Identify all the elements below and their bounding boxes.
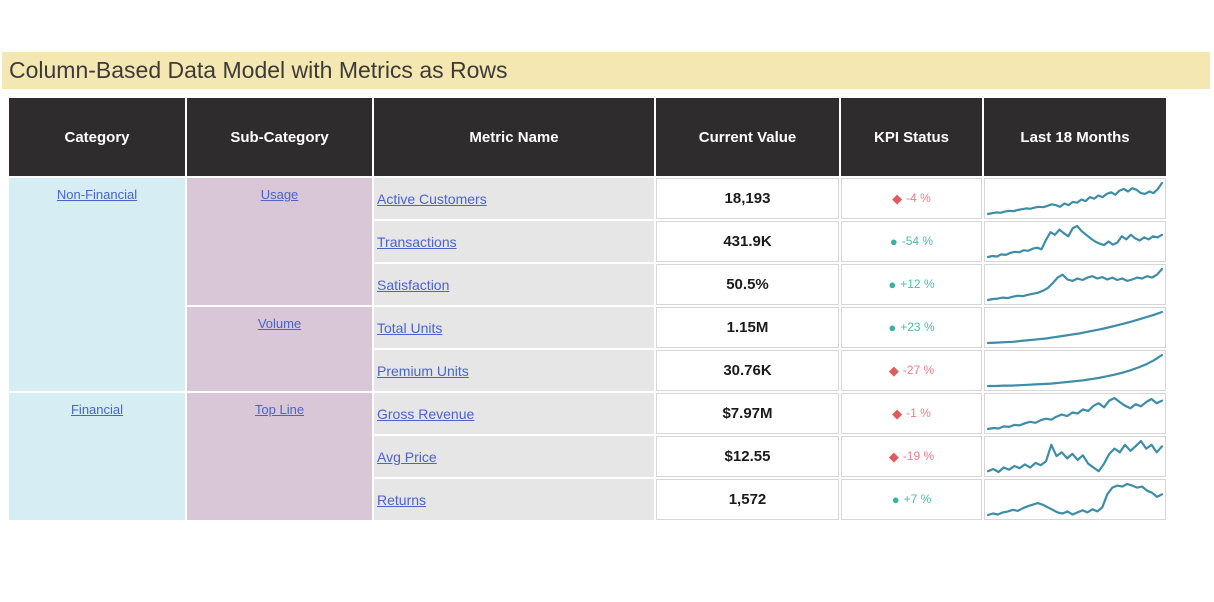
kpi-delta-label: -4 % <box>906 190 931 205</box>
sparkline-cell <box>984 393 1166 434</box>
column-header-current-value[interactable]: Current Value <box>656 98 839 176</box>
sparkline-cell <box>984 178 1166 219</box>
sparkline-cell <box>984 350 1166 391</box>
column-header-kpi-status[interactable]: KPI Status <box>841 98 982 176</box>
matrix-visual: Category Sub-Category Metric Name Curren… <box>7 96 1168 522</box>
sparkline-premium-units <box>986 353 1164 388</box>
subcategory-link-volume[interactable]: Volume <box>257 316 302 331</box>
subcategory-cell-usage: Usage <box>187 178 372 305</box>
kpi-delta-label: -27 % <box>902 362 935 377</box>
category-link-financial[interactable]: Financial <box>70 402 124 417</box>
kpi-status-cell: ● +23 % <box>841 307 982 348</box>
table-row: Premium Units 30.76K ◆ -27 % <box>9 350 1166 391</box>
subcategory-link-top-line[interactable]: Top Line <box>254 402 305 417</box>
metric-cell: Active Customers <box>374 178 654 219</box>
metric-link-satisfaction[interactable]: Satisfaction <box>377 276 450 293</box>
kpi-status-cell: ◆ -1 % <box>841 393 982 434</box>
visual-title: Column-Based Data Model with Metrics as … <box>9 57 508 83</box>
column-header-metric-name[interactable]: Metric Name <box>374 98 654 176</box>
kpi-status-cell: ● +7 % <box>841 479 982 520</box>
sparkline-cell <box>984 221 1166 262</box>
kpi-status-cell: ◆ -4 % <box>841 178 982 219</box>
table-row: Non-Financial Usage Active Customers 18,… <box>9 178 1166 391</box>
value-cell: $7.97M <box>656 393 839 434</box>
kpi-diamond-icon: ◆ <box>892 190 903 206</box>
kpi-diamond-icon: ◆ <box>888 362 899 378</box>
value-cell: 50.5% <box>656 264 839 305</box>
kpi-status-cell: ● +12 % <box>841 264 982 305</box>
kpi-status-cell: ◆ -27 % <box>841 350 982 391</box>
metric-cell: Returns <box>374 479 654 520</box>
sparkline-returns <box>986 482 1164 517</box>
metric-link-active-customers[interactable]: Active Customers <box>377 190 487 207</box>
sparkline-satisfaction <box>986 267 1164 302</box>
sparkline-cell <box>984 436 1166 477</box>
table-row: Avg Price $12.55 ◆ -19 % <box>9 436 1166 477</box>
metric-link-total-units[interactable]: Total Units <box>377 319 443 336</box>
sparkline-total-units <box>986 310 1164 345</box>
metric-link-transactions[interactable]: Transactions <box>377 233 457 250</box>
column-header-category[interactable]: Category <box>9 98 185 176</box>
value-cell: $12.55 <box>656 436 839 477</box>
value-cell: 30.76K <box>656 350 839 391</box>
table-row: Volume Total Units 1.15M ● +23 % <box>9 307 1166 391</box>
metric-cell: Transactions <box>374 221 654 262</box>
kpi-delta-label: +7 % <box>903 492 932 506</box>
kpi-circle-icon: ● <box>891 492 900 507</box>
category-cell-financial: Financial <box>9 393 185 520</box>
value-cell: 1,572 <box>656 479 839 520</box>
table-row: Transactions 431.9K ● -54 % <box>9 221 1166 262</box>
metric-cell: Satisfaction <box>374 264 654 305</box>
kpi-delta-label: -1 % <box>906 405 931 420</box>
metric-link-returns[interactable]: Returns <box>377 491 427 508</box>
category-cell-non-financial: Non-Financial <box>9 178 185 391</box>
kpi-circle-icon: ● <box>888 277 897 292</box>
subcategory-link-usage[interactable]: Usage <box>260 187 299 202</box>
column-header-subcategory[interactable]: Sub-Category <box>187 98 372 176</box>
visual-title-bar: Column-Based Data Model with Metrics as … <box>2 52 1210 89</box>
kpi-delta-label: +23 % <box>900 320 935 334</box>
sparkline-cell <box>984 479 1166 520</box>
value-cell: 18,193 <box>656 178 839 219</box>
sparkline-cell <box>984 307 1166 348</box>
subcategory-cell-volume: Volume <box>187 307 372 391</box>
metric-link-premium-units[interactable]: Premium Units <box>377 362 469 379</box>
sparkline-avg-price <box>986 439 1164 474</box>
metric-cell: Avg Price <box>374 436 654 477</box>
kpi-delta-label: -54 % <box>901 234 934 248</box>
sparkline-active-customers <box>986 181 1164 216</box>
kpi-status-cell: ◆ -19 % <box>841 436 982 477</box>
value-cell: 1.15M <box>656 307 839 348</box>
header-row: Category Sub-Category Metric Name Curren… <box>9 98 1166 176</box>
sparkline-transactions <box>986 224 1164 259</box>
table-row: Satisfaction 50.5% ● +12 % <box>9 264 1166 305</box>
kpi-circle-icon: ● <box>888 320 897 335</box>
category-link-non-financial[interactable]: Non-Financial <box>56 187 138 202</box>
kpi-diamond-icon: ◆ <box>892 405 903 421</box>
metric-cell: Gross Revenue <box>374 393 654 434</box>
metrics-table: Category Sub-Category Metric Name Curren… <box>7 96 1168 522</box>
sparkline-gross-revenue <box>986 396 1164 431</box>
sparkline-cell <box>984 264 1166 305</box>
subcategory-cell-top-line: Top Line <box>187 393 372 520</box>
value-cell: 431.9K <box>656 221 839 262</box>
metric-link-avg-price[interactable]: Avg Price <box>377 448 437 465</box>
table-row: Financial Top Line Gross Revenue $7.97M … <box>9 393 1166 520</box>
kpi-status-cell: ● -54 % <box>841 221 982 262</box>
kpi-delta-label: +12 % <box>900 277 935 291</box>
kpi-delta-label: -19 % <box>902 448 935 463</box>
kpi-circle-icon: ● <box>889 234 898 249</box>
metric-link-gross-revenue[interactable]: Gross Revenue <box>377 405 475 422</box>
metric-cell: Total Units <box>374 307 654 348</box>
table-row: Returns 1,572 ● +7 % <box>9 479 1166 520</box>
column-header-last-18-months[interactable]: Last 18 Months <box>984 98 1166 176</box>
kpi-diamond-icon: ◆ <box>888 448 899 464</box>
metric-cell: Premium Units <box>374 350 654 391</box>
